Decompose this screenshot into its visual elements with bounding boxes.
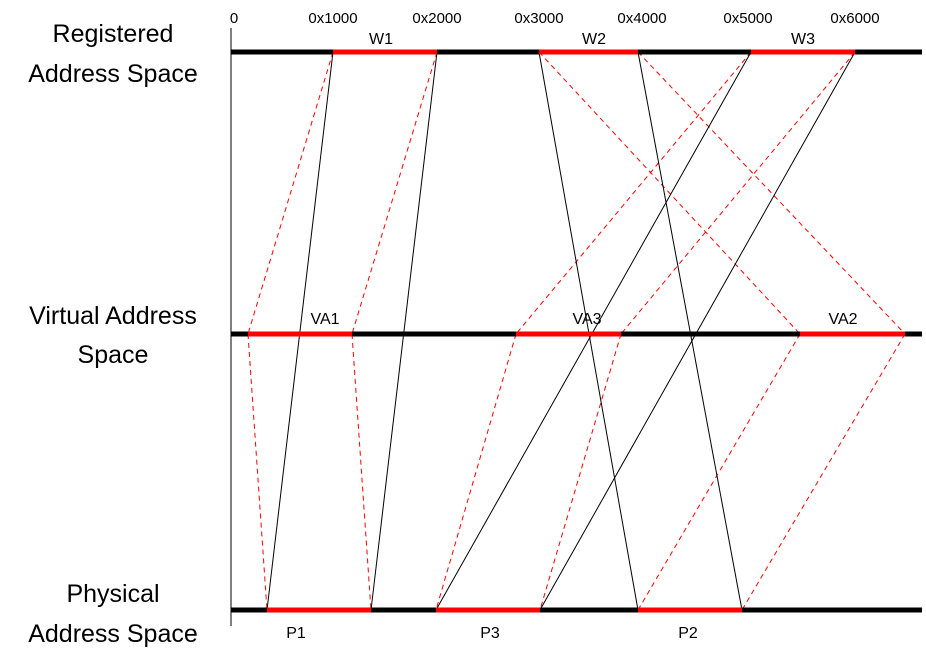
mapping-line-dashed [539,333,622,611]
solid-mappings [266,51,856,611]
mapping-line-dashed [247,333,268,611]
segment-label-va1: VA1 [310,311,339,328]
registered-label-line2: Address Space [28,60,198,88]
highlight-segments [248,49,905,613]
mapping-line-solid [538,51,639,611]
segment-label-va2: VA2 [828,311,857,328]
mapping-line-dashed [538,51,801,335]
segment-label-w3: W3 [791,31,815,48]
mapping-line-dashed [620,51,856,335]
tick-label: 0x6000 [830,10,879,27]
tick-label: 0x4000 [617,10,666,27]
segment-label-va3: VA3 [572,311,601,328]
virtual-label-line2: Space [78,341,149,369]
tick-label: 0x5000 [723,10,772,27]
registered-label-line1: Registered [53,20,174,48]
segment-label-p3: P3 [480,625,500,642]
mapping-line-dashed [435,333,517,611]
tick-label: 0x3000 [514,10,563,27]
segment-label-w1: W1 [369,31,393,48]
segment-label-p2: P2 [678,625,698,642]
tick-label: 0x2000 [412,10,461,27]
virtual-label-line1: Virtual Address [29,302,197,330]
segment-label-p1: P1 [286,625,306,642]
tick-label: 0x1000 [308,10,357,27]
tick-label: 0 [230,10,238,27]
mapping-line-dashed [247,51,334,335]
mapping-line-solid [539,51,856,611]
physical-label-line2: Address Space [28,620,198,648]
mapping-line-dashed [515,51,752,335]
mapping-line-solid [637,51,743,611]
mapping-line-solid [435,51,752,611]
mapping-line-solid [266,51,334,611]
mapping-line-dashed [741,333,906,611]
physical-label-line1: Physical [66,580,159,608]
mapping-line-dashed [637,51,906,335]
mapping-line-dashed [351,51,438,335]
mapping-line-dashed [637,333,801,611]
mapping-line-solid [370,51,438,611]
segment-label-w2: W2 [582,31,606,48]
dashed-mappings [247,51,906,611]
mapping-line-dashed [351,333,372,611]
